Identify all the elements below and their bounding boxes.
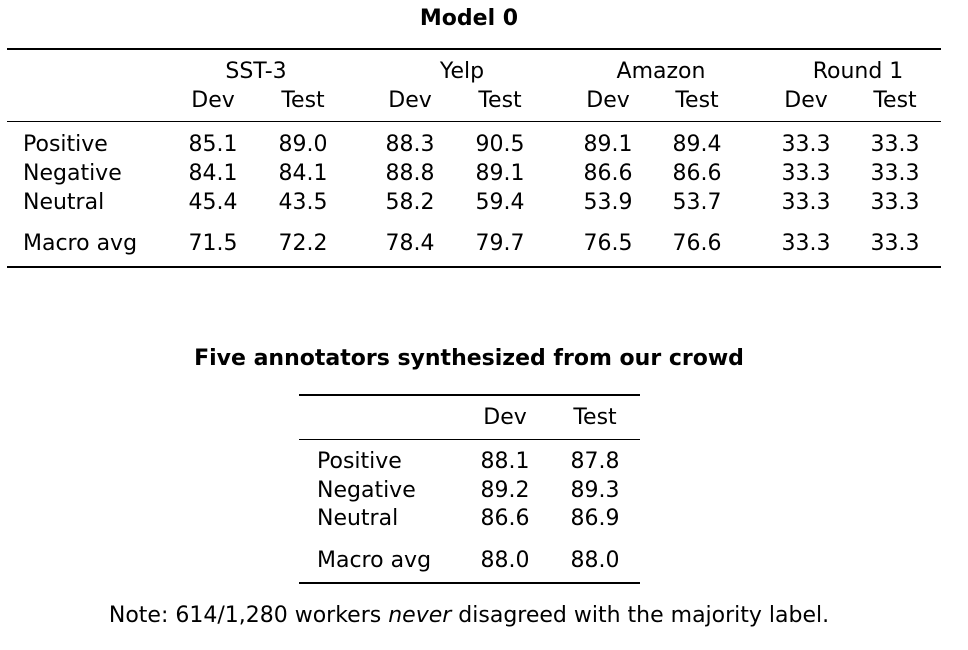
summary-cell: 33.3	[781, 231, 831, 256]
table-cell: 43.5	[278, 190, 328, 215]
table-cell: 89.0	[278, 132, 328, 157]
table-cell: 90.5	[475, 132, 525, 157]
dev-header: Dev	[483, 405, 527, 430]
footnote-emphasis: never	[388, 603, 452, 628]
table-cell: 89.4	[672, 132, 722, 157]
group-header: SST-3	[225, 59, 287, 84]
row-label: Negative	[317, 478, 416, 503]
row-label: Neutral	[23, 190, 105, 215]
test-header: Test	[675, 88, 719, 113]
table1-top-rule	[7, 48, 941, 50]
summary-label: Macro avg	[23, 231, 138, 256]
dev-header: Dev	[388, 88, 432, 113]
table-cell: 84.1	[278, 161, 328, 186]
dev-header: Dev	[784, 88, 828, 113]
table-cell: 53.7	[672, 190, 722, 215]
table-cell: 89.1	[475, 161, 525, 186]
summary-cell: 76.6	[672, 231, 722, 256]
table1-title: Model 0	[419, 6, 519, 31]
table-cell: 88.1	[480, 449, 530, 474]
summary-label: Macro avg	[317, 548, 432, 573]
summary-cell: 71.5	[188, 231, 238, 256]
row-label: Neutral	[317, 506, 399, 531]
table-cell: 86.9	[570, 506, 620, 531]
summary-cell: 79.7	[475, 231, 525, 256]
row-label: Positive	[317, 449, 402, 474]
table-cell: 33.3	[781, 190, 831, 215]
table-cell: 53.9	[583, 190, 633, 215]
summary-cell: 88.0	[570, 548, 620, 573]
table-cell: 86.6	[672, 161, 722, 186]
summary-cell: 33.3	[870, 231, 920, 256]
table-cell: 33.3	[870, 190, 920, 215]
table-cell: 58.2	[385, 190, 435, 215]
table-cell: 45.4	[188, 190, 238, 215]
table2-mid-rule	[299, 439, 640, 440]
table-cell: 59.4	[475, 190, 525, 215]
group-header: Round 1	[812, 59, 904, 84]
test-header: Test	[478, 88, 522, 113]
table-cell: 33.3	[870, 161, 920, 186]
table-cell: 33.3	[781, 132, 831, 157]
table-cell: 88.8	[385, 161, 435, 186]
table-cell: 84.1	[188, 161, 238, 186]
group-header: Yelp	[439, 59, 485, 84]
row-label: Negative	[23, 161, 122, 186]
summary-cell: 76.5	[583, 231, 633, 256]
test-header: Test	[573, 405, 617, 430]
table1-mid-rule	[7, 121, 941, 122]
table2-bottom-rule	[299, 582, 640, 584]
footnote-prefix: Note: 614/1,280 workers	[108, 603, 389, 628]
footnote-suffix: disagreed with the majority label.	[451, 603, 830, 628]
table-cell: 89.1	[583, 132, 633, 157]
group-header: Amazon	[616, 59, 706, 84]
table-cell: 33.3	[870, 132, 920, 157]
table2-title: Five annotators synthesized from our cro…	[194, 346, 744, 371]
dev-header: Dev	[191, 88, 235, 113]
test-header: Test	[281, 88, 325, 113]
summary-cell: 78.4	[385, 231, 435, 256]
table-cell: 87.8	[570, 449, 620, 474]
summary-cell: 88.0	[480, 548, 530, 573]
table-cell: 89.3	[570, 478, 620, 503]
table-cell: 86.6	[480, 506, 530, 531]
table-cell: 33.3	[781, 161, 831, 186]
test-header: Test	[873, 88, 917, 113]
table2-top-rule	[299, 394, 640, 396]
table-cell: 88.3	[385, 132, 435, 157]
table-cell: 85.1	[188, 132, 238, 157]
dev-header: Dev	[586, 88, 630, 113]
table-cell: 89.2	[480, 478, 530, 503]
table1-bottom-rule	[7, 266, 941, 268]
summary-cell: 72.2	[278, 231, 328, 256]
row-label: Positive	[23, 132, 108, 157]
footnote: Note: 614/1,280 workers never disagreed …	[109, 603, 829, 628]
table-cell: 86.6	[583, 161, 633, 186]
